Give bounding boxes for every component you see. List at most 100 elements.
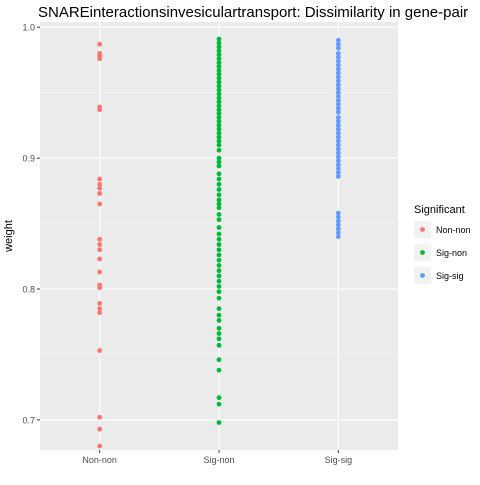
- data-point: [216, 295, 222, 301]
- data-point: [335, 82, 341, 88]
- data-point: [335, 174, 341, 179]
- y-tick-label: 0.9: [22, 154, 35, 164]
- data-point: [335, 142, 341, 148]
- data-point: [216, 48, 222, 54]
- y-tick-label: 0.8: [22, 285, 35, 295]
- data-point: [216, 357, 222, 363]
- data-point: [97, 306, 103, 312]
- data-point: [216, 420, 222, 425]
- data-point: [216, 107, 222, 113]
- data-point: [216, 44, 222, 50]
- data-point: [216, 268, 222, 274]
- data-point: [216, 217, 222, 223]
- data-point: [216, 111, 222, 117]
- data-point: [216, 205, 222, 211]
- legend-key-point: [420, 250, 425, 255]
- data-point: [97, 443, 103, 449]
- data-point: [216, 142, 222, 148]
- data-point: [335, 94, 341, 100]
- y-axis-ticks: 0.7 0.8 0.9 1.0: [22, 23, 40, 425]
- x-tick-label: Non-non: [82, 455, 117, 465]
- data-point: [216, 176, 222, 182]
- data-point: [335, 51, 341, 56]
- data-point: [216, 147, 222, 153]
- data-point: [216, 231, 222, 237]
- data-point: [97, 191, 103, 196]
- data-point: [335, 37, 341, 43]
- data-point: [216, 52, 222, 58]
- data-point: [216, 56, 222, 62]
- x-tick-label: Sig-non: [203, 455, 234, 465]
- data-point: [335, 41, 341, 47]
- data-point: [216, 278, 222, 284]
- chart-title: SNAREinteractionsinvesiculartransport: D…: [38, 4, 468, 21]
- data-point: [216, 318, 222, 323]
- data-point: [335, 214, 341, 220]
- data-point: [216, 263, 222, 268]
- data-point: [335, 166, 341, 171]
- data-point: [216, 126, 222, 132]
- data-point: [97, 242, 103, 247]
- data-point: [216, 257, 222, 263]
- data-point: [216, 171, 222, 177]
- data-point: [335, 234, 341, 240]
- data-point: [216, 201, 222, 207]
- data-point: [97, 426, 103, 432]
- data-point: [335, 123, 341, 128]
- data-point: [216, 401, 222, 407]
- data-point: [97, 285, 103, 291]
- data-point: [335, 102, 341, 107]
- data-point: [335, 162, 341, 168]
- data-point: [216, 75, 222, 81]
- data-point: [335, 90, 341, 96]
- data-point: [97, 301, 103, 306]
- data-point: [216, 36, 222, 42]
- data-point: [216, 64, 222, 69]
- data-point: [216, 91, 222, 97]
- data-point: [216, 163, 222, 169]
- data-point: [216, 342, 222, 348]
- data-point: [216, 247, 222, 253]
- data-point: [335, 222, 341, 228]
- x-tick-label: Sig-sig: [325, 455, 353, 465]
- y-tick-label: 1.0: [22, 23, 35, 33]
- data-point: [335, 62, 341, 68]
- data-point: [335, 226, 341, 232]
- data-point: [97, 185, 103, 191]
- data-point: [97, 201, 103, 207]
- data-points: [97, 36, 341, 449]
- data-point: [216, 236, 222, 242]
- data-point: [335, 210, 341, 216]
- data-point: [335, 58, 341, 64]
- data-point: [335, 154, 341, 160]
- legend-title: Significant: [414, 204, 465, 216]
- data-point: [216, 123, 222, 128]
- data-point: [335, 78, 341, 84]
- data-point: [335, 115, 341, 120]
- data-point: [216, 181, 222, 187]
- data-point: [216, 289, 222, 295]
- data-point: [216, 197, 222, 203]
- data-point: [216, 87, 222, 93]
- data-point: [216, 60, 222, 65]
- data-point: [216, 242, 222, 247]
- data-point: [97, 269, 103, 275]
- data-point: [335, 45, 341, 51]
- data-point: [216, 187, 222, 192]
- data-point: [216, 306, 222, 312]
- data-point: [335, 146, 341, 152]
- data-point: [216, 138, 222, 144]
- data-point: [216, 130, 222, 136]
- data-point: [335, 218, 341, 224]
- data-point: [216, 273, 222, 279]
- data-point: [97, 236, 103, 242]
- data-point: [335, 119, 341, 124]
- data-point: [335, 170, 341, 175]
- data-point: [335, 109, 341, 115]
- data-point: [335, 130, 341, 136]
- data-point: [335, 158, 341, 164]
- data-point: [97, 256, 103, 262]
- legend-keys: Non-non Sig-non Sig-sig: [414, 221, 471, 284]
